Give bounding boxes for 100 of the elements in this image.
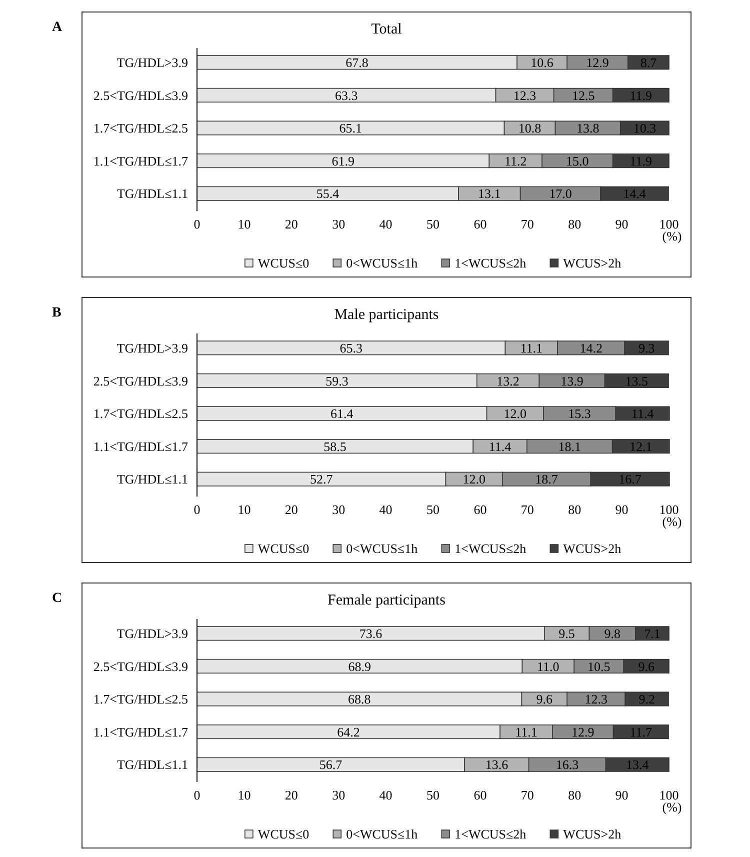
y-tick-label: 1.1<TG/HDL≤1.7 — [93, 153, 188, 168]
legend-label: 0<WCUS≤1h — [346, 256, 418, 271]
x-tick-label: 80 — [568, 788, 582, 803]
x-tick-label: 90 — [615, 502, 628, 518]
x-tick-label: 40 — [379, 216, 392, 232]
data-label: 12.9 — [586, 54, 609, 70]
x-tick-label: 70 — [520, 502, 534, 518]
data-label: 11.9 — [630, 153, 652, 168]
data-label: 12.5 — [572, 88, 595, 103]
chart-title: Total — [371, 21, 402, 38]
x-tick-label: 90 — [615, 788, 628, 803]
x-tick-label: 50 — [426, 788, 440, 803]
data-label: 18.7 — [535, 472, 558, 487]
y-tick-label: TG/HDL≤1.1 — [116, 757, 188, 772]
y-tick-label: 1.7<TG/HDL≤2.5 — [93, 692, 188, 707]
data-label: 61.9 — [332, 153, 354, 168]
x-tick-label: 90 — [615, 216, 628, 232]
data-label: 13.6 — [485, 757, 509, 772]
data-label: 52.7 — [310, 472, 334, 487]
x-tick-label: 50 — [426, 216, 440, 232]
data-label: 12.9 — [571, 724, 594, 740]
data-label: 16.3 — [556, 757, 579, 772]
data-label: 11.4 — [488, 438, 512, 454]
data-label: 9.8 — [604, 626, 620, 641]
legend-label: WCUS>2h — [563, 541, 622, 556]
data-label: 11.9 — [630, 88, 652, 103]
legend-label: 1<WCUS≤2h — [454, 541, 527, 556]
legend-label: WCUS≤0 — [258, 826, 310, 842]
data-label: 11.1 — [520, 340, 543, 356]
x-tick-label: 0 — [194, 216, 200, 232]
x-tick-label: 40 — [379, 502, 392, 518]
data-label: 10.6 — [530, 54, 554, 70]
y-tick-label: 1.7<TG/HDL≤2.5 — [93, 120, 188, 136]
text: B — [52, 305, 62, 320]
data-label: 58.5 — [324, 438, 346, 454]
y-tick-label: 2.5<TG/HDL≤3.9 — [93, 658, 188, 674]
x-tick-label: 60 — [474, 788, 487, 803]
data-label: 18.1 — [558, 438, 582, 454]
data-label: 15.3 — [568, 406, 591, 422]
x-tick-label: 60 — [474, 502, 487, 518]
data-label: 10.3 — [633, 120, 656, 136]
data-label: 8.7 — [640, 54, 658, 70]
data-label: 16.7 — [618, 472, 642, 487]
x-tick-label: 0 — [194, 502, 200, 518]
legend-label: WCUS≤0 — [258, 541, 310, 556]
data-label: 65.3 — [340, 340, 362, 356]
x-tick-label: 30 — [332, 216, 346, 232]
data-label: 9.6 — [638, 658, 655, 674]
x-tick-label: 30 — [332, 502, 346, 518]
y-tick-label: TG/HDL≤1.1 — [116, 472, 188, 487]
data-label: 13.1 — [478, 186, 501, 202]
y-tick-label: TG/HDL≤1.1 — [116, 186, 188, 202]
data-label: 13.8 — [576, 120, 600, 136]
legend-label: 0<WCUS≤1h — [346, 541, 418, 556]
data-label: 13.5 — [625, 373, 648, 388]
text: A — [52, 20, 63, 35]
data-label: 59.3 — [326, 373, 348, 388]
data-label: 12.1 — [630, 438, 652, 454]
data-label: 9.3 — [638, 340, 655, 356]
data-label: 13.9 — [560, 373, 584, 388]
data-label: 12.3 — [584, 692, 608, 707]
data-label: 14.4 — [623, 186, 646, 202]
legend-label: 0<WCUS≤1h — [346, 826, 418, 842]
data-label: 64.2 — [337, 724, 360, 740]
data-label: 55.4 — [316, 186, 340, 202]
x-tick-label: 20 — [284, 502, 298, 518]
y-tick-label: 2.5<TG/HDL≤3.9 — [93, 373, 188, 388]
x-tick-label: 20 — [284, 788, 298, 803]
data-label: 67.8 — [346, 54, 368, 70]
legend-label: WCUS≤0 — [258, 256, 310, 271]
data-label: 14.2 — [580, 340, 602, 356]
x-tick-label: 40 — [379, 788, 392, 803]
x-tick-label: 70 — [520, 788, 534, 803]
data-label: 7.1 — [644, 626, 660, 641]
x-tick-label: 10 — [238, 216, 251, 232]
data-label: 11.1 — [515, 724, 538, 740]
data-label: 9.5 — [558, 626, 575, 641]
x-tick-label: 50 — [426, 502, 440, 518]
y-tick-label: 2.5<TG/HDL≤3.9 — [93, 88, 188, 103]
data-label: 10.5 — [588, 658, 610, 674]
x-tick-label: 30 — [332, 788, 346, 803]
chart-title: Male participants — [334, 306, 439, 323]
y-tick-label: 1.1<TG/HDL≤1.7 — [93, 438, 188, 454]
x-tick-label: 10 — [238, 502, 251, 518]
data-label: 10.8 — [518, 120, 542, 136]
data-label: 9.2 — [638, 692, 655, 707]
data-label: 13.4 — [626, 757, 650, 772]
data-label: 73.6 — [359, 626, 383, 641]
x-tick-label: 80 — [568, 502, 582, 518]
data-label: 63.3 — [335, 88, 358, 103]
data-label: 9.6 — [536, 692, 554, 707]
y-tick-label: 1.7<TG/HDL≤2.5 — [93, 406, 188, 422]
x-tick-label: 70 — [520, 216, 534, 232]
data-label: 12.0 — [504, 406, 527, 422]
y-tick-label: TG/HDL>3.9 — [116, 340, 188, 356]
x-tick-label: 0 — [194, 788, 200, 803]
x-tick-label: 80 — [568, 216, 582, 232]
data-label: 17.0 — [549, 186, 572, 202]
y-tick-label: TG/HDL>3.9 — [116, 54, 188, 70]
x-tick-label: 60 — [474, 216, 487, 232]
